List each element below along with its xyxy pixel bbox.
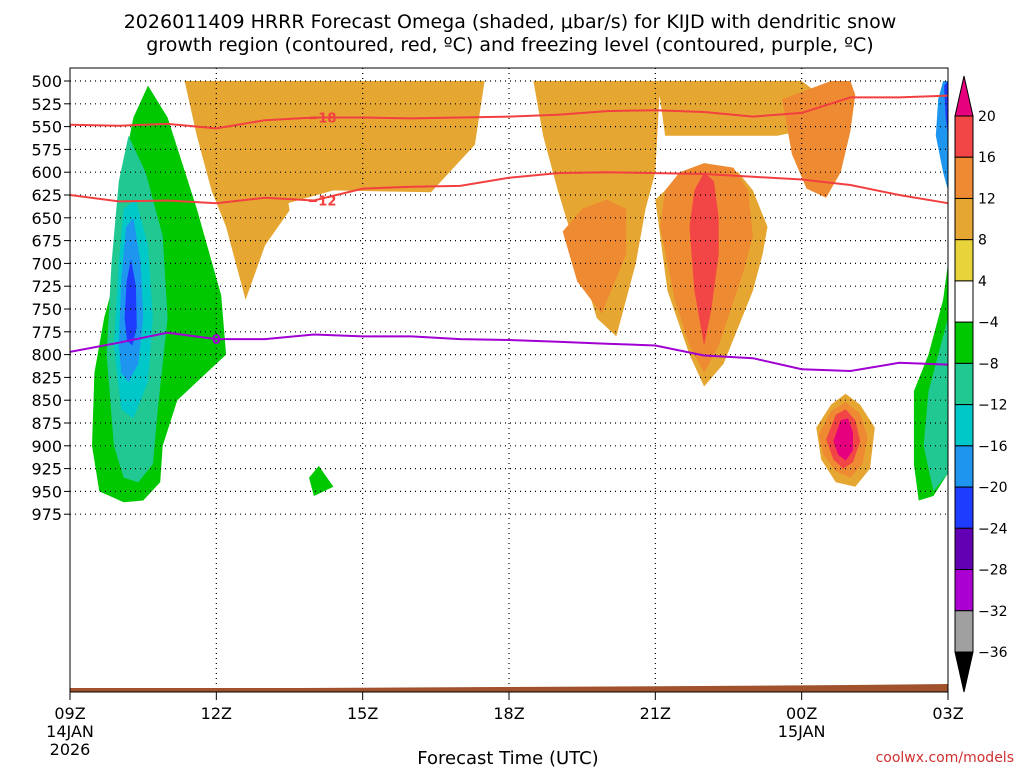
x-tick-label-15Z: 15Z xyxy=(347,704,378,723)
colorbar-bin-13 xyxy=(954,610,974,653)
y-tick-label-550: 550 xyxy=(31,118,62,137)
chart-title-line-1: 2026011409 HRRR Forecast Omega (shaded, … xyxy=(124,11,897,33)
y-tick-label-975: 975 xyxy=(31,505,62,524)
credit-text: coolwx.com/models xyxy=(876,750,1014,766)
x-tick-sublabel-09Z-1: 2026 xyxy=(50,740,91,759)
colorbar-bin-6 xyxy=(954,321,974,364)
colorbar-bin-12 xyxy=(954,569,974,612)
colorbar-label-12: −32 xyxy=(978,604,1008,620)
y-tick-label-500: 500 xyxy=(31,72,62,91)
colorbar-label-13: −36 xyxy=(978,645,1008,661)
colorbar-label-6: −8 xyxy=(978,356,999,372)
contour-line-2 xyxy=(69,331,949,373)
colorbar-bin-8 xyxy=(954,404,974,447)
y-tick-label-875: 875 xyxy=(31,414,62,433)
y-tick-label-600: 600 xyxy=(31,163,62,182)
colorbar-bin-5 xyxy=(954,280,974,323)
x-tick-label-00Z: 00Z xyxy=(786,704,817,723)
terrain-ground-strip xyxy=(70,684,948,692)
omega-shade-region-12 xyxy=(833,418,853,461)
colorbar-bin-4 xyxy=(954,239,974,282)
omega-shade-region-7 xyxy=(562,199,627,314)
colorbar-bin-10 xyxy=(954,486,974,529)
colorbar-label-0: 20 xyxy=(978,109,996,125)
x-tick-label-18Z: 18Z xyxy=(493,704,524,723)
colorbar-label-11: −28 xyxy=(978,563,1008,579)
y-tick-label-675: 675 xyxy=(31,232,62,251)
omega-negative-region-7 xyxy=(124,258,137,346)
colorbar-bin-9 xyxy=(954,445,974,488)
colorbar-label-2: 12 xyxy=(978,191,996,207)
omega-negative-region-8 xyxy=(935,81,948,191)
omega-shade-region-1 xyxy=(211,81,485,205)
y-tick-label-900: 900 xyxy=(31,437,62,456)
contour-lines: −18 −12 0 xyxy=(69,94,949,373)
colorbar-label-9: −20 xyxy=(978,480,1008,496)
y-tick-label-750: 750 xyxy=(31,300,62,319)
y-tick-label-775: 775 xyxy=(31,323,62,342)
colorbar-top-arrow xyxy=(954,75,974,117)
y-axis: 500 525 550 575 600 625 650 675 700 725 750 775 800 8… xyxy=(31,72,70,524)
grid-lines xyxy=(70,68,948,692)
y-tick-label-625: 625 xyxy=(31,186,62,205)
y-tick-label-650: 650 xyxy=(31,209,62,228)
x-tick-label-09Z: 09Z xyxy=(54,704,85,723)
y-tick-label-575: 575 xyxy=(31,140,62,159)
colorbar: 20 16 12 8 4 −4 −8 −12 −16 −20 −24 −28 −32 −36 xyxy=(954,75,1008,693)
colorbar-label-8: −16 xyxy=(978,439,1008,455)
x-tick-sublabel-09Z-0: 14JAN xyxy=(46,722,94,741)
colorbar-label-3: 8 xyxy=(978,233,987,249)
downward-motion-shading xyxy=(92,81,948,503)
contour-label-1: −12 xyxy=(307,194,336,209)
colorbar-bin-1 xyxy=(954,115,974,158)
contour-label-0: −18 xyxy=(307,111,336,126)
y-tick-label-950: 950 xyxy=(31,482,62,501)
plot-area: −18 −12 0 xyxy=(69,67,949,693)
colorbar-label-4: 4 xyxy=(978,274,987,290)
contour-label-2: 0 xyxy=(212,333,221,348)
x-tick-sublabel-00Z-0: 15JAN xyxy=(778,722,826,741)
x-tick-label-21Z: 21Z xyxy=(640,704,671,723)
omega-negative-region-4 xyxy=(923,318,948,492)
chart-title-line-2: growth region (contoured, red, ºC) and f… xyxy=(146,34,873,56)
y-tick-label-850: 850 xyxy=(31,391,62,410)
upward-motion-shading xyxy=(184,81,875,487)
colorbar-label-10: −24 xyxy=(978,521,1008,537)
y-tick-label-925: 925 xyxy=(31,460,62,479)
y-tick-label-725: 725 xyxy=(31,277,62,296)
omega-negative-region-1 xyxy=(309,465,334,496)
omega-shade-region-10 xyxy=(689,172,719,346)
y-tick-label-700: 700 xyxy=(31,254,62,273)
colorbar-label-5: −4 xyxy=(978,315,999,331)
colorbar-bin-2 xyxy=(954,156,974,199)
y-tick-label-800: 800 xyxy=(31,346,62,365)
colorbar-bin-11 xyxy=(954,527,974,571)
colorbar-bin-3 xyxy=(954,197,974,241)
contour-line-1 xyxy=(69,171,949,205)
colorbar-label-1: 16 xyxy=(978,150,996,166)
x-tick-label-12Z: 12Z xyxy=(201,704,232,723)
y-tick-label-825: 825 xyxy=(31,368,62,387)
contour-line-0 xyxy=(69,94,949,130)
x-tick-label-03Z: 03Z xyxy=(932,704,963,723)
omega-shade-region-8 xyxy=(782,81,856,198)
y-tick-label-525: 525 xyxy=(31,95,62,114)
colorbar-bottom-arrow xyxy=(954,651,974,693)
colorbar-bin-7 xyxy=(954,362,974,406)
x-axis-label: Forecast Time (UTC) xyxy=(417,748,598,768)
colorbar-label-7: −12 xyxy=(978,398,1008,414)
